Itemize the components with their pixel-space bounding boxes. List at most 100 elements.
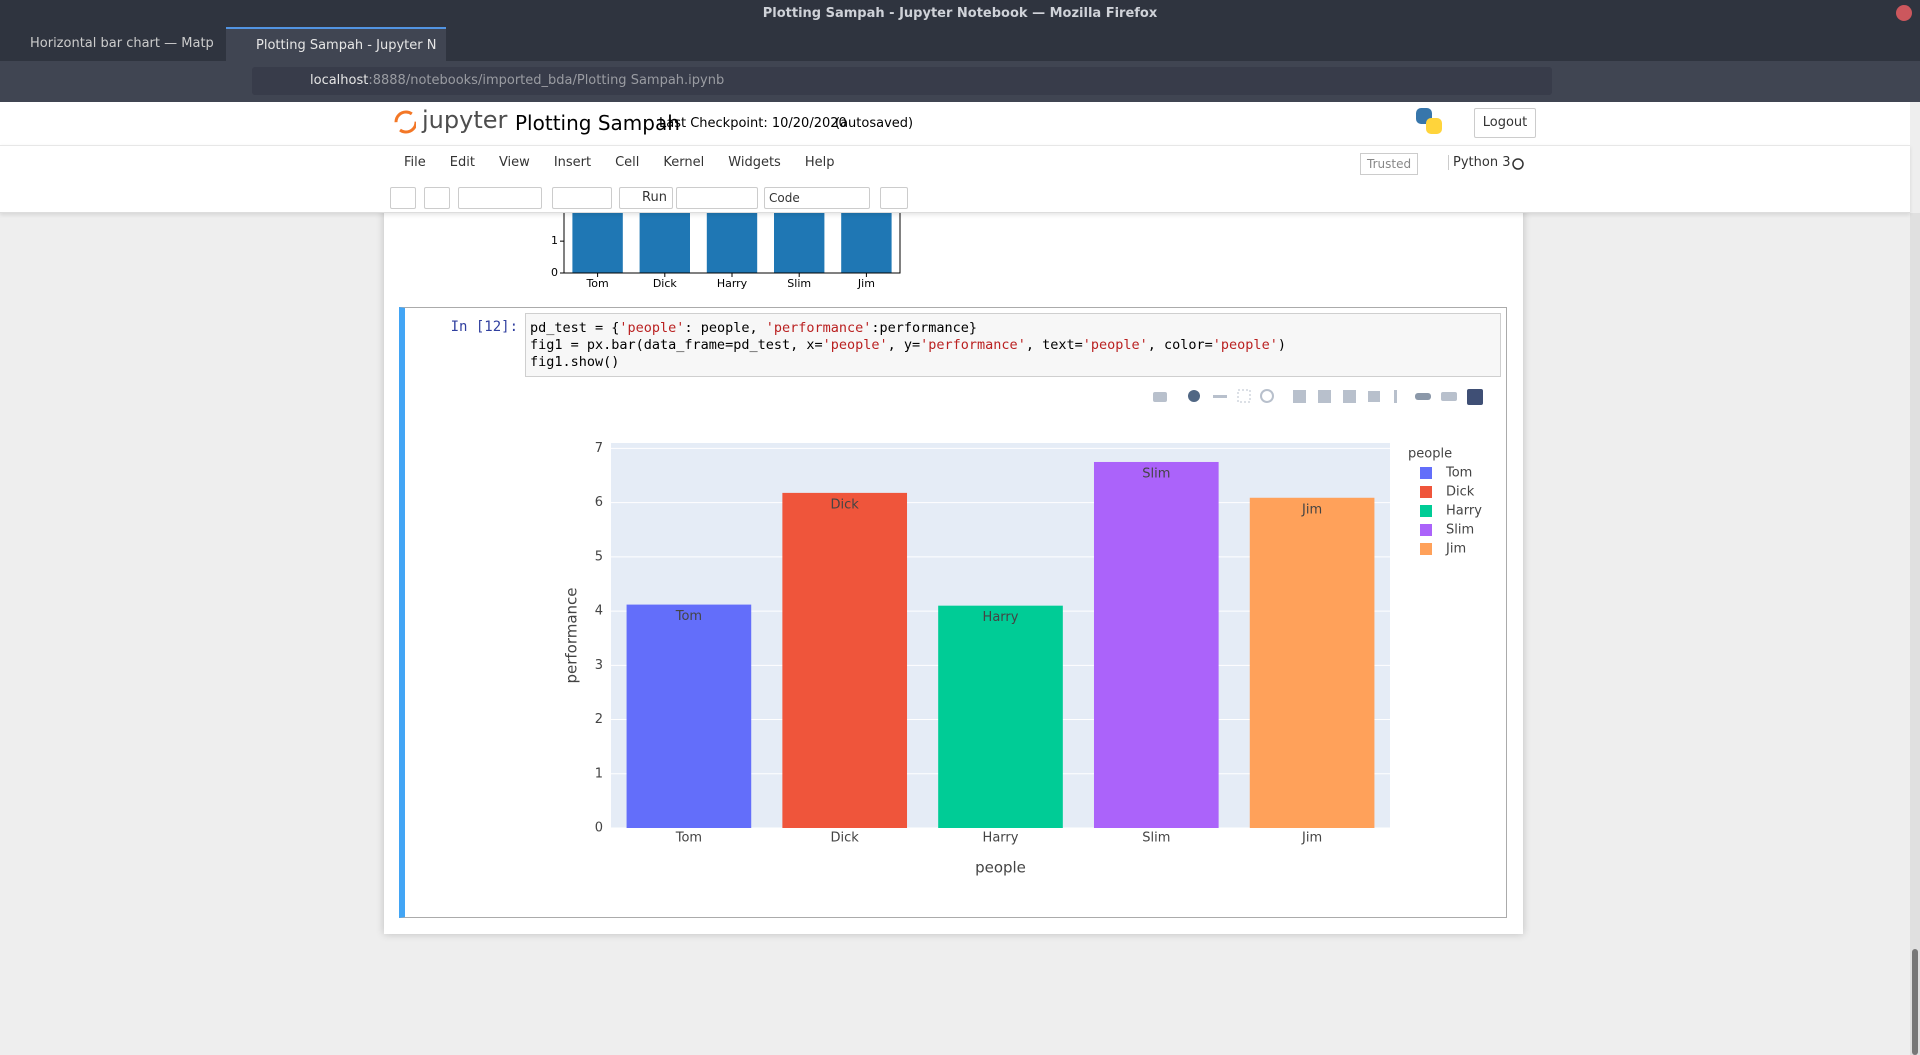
bar	[626, 604, 752, 828]
data-label: Slim	[1142, 466, 1170, 481]
window-title: Plotting Sampah - Jupyter Notebook — Moz…	[762, 6, 1158, 21]
modebar	[1153, 389, 1483, 405]
x-tick-label: Jim	[1301, 831, 1322, 846]
jupyter-header	[0, 102, 1910, 145]
hover-closest-icon[interactable]	[1415, 393, 1431, 400]
menu-item[interactable]: Kernel	[663, 155, 705, 170]
y-tick-label: 0	[551, 266, 558, 279]
data-label: Jim	[1301, 502, 1322, 517]
trusted[interactable]: Trusted	[1360, 153, 1419, 175]
run-button[interactable]: Run	[619, 187, 673, 209]
x-tick-label: Dick	[831, 831, 860, 846]
menu-item[interactable]: Widgets	[728, 155, 781, 170]
reset-icon[interactable]	[1368, 391, 1380, 402]
autosaved: (autosaved)	[835, 116, 914, 131]
modebar-icons	[1153, 389, 1483, 405]
keyboard-button[interactable]	[880, 187, 908, 209]
zoom-icon[interactable]	[1188, 390, 1200, 402]
code-token: 'performance'	[920, 337, 1026, 353]
legend-swatch	[1420, 467, 1432, 479]
x-tick-label: Jim	[857, 277, 875, 290]
plotly-chart: 0 1 2 3 4 5 6 7 Tom Tom Dick Dick Harry Harry Slim Slim…	[563, 441, 1483, 877]
legend-swatch	[1420, 543, 1432, 555]
menu-item[interactable]: Cell	[615, 155, 640, 170]
zoom-in-icon[interactable]	[1293, 390, 1306, 403]
kernel-indicator	[1512, 158, 1524, 170]
menu-item[interactable]: File	[404, 155, 426, 170]
y-tick-label: 2	[595, 712, 603, 727]
bar	[782, 492, 908, 828]
legend-swatch	[1420, 505, 1432, 517]
x-tick-label: Slim	[1142, 831, 1170, 846]
code-input[interactable]	[525, 313, 1501, 377]
kernel-idle	[1512, 158, 1524, 170]
code: pd_test = {'people': people, 'performanc…	[530, 320, 1286, 371]
tab-active[interactable]: Plotting Sampah - Jupyter N	[226, 27, 446, 61]
pan-icon[interactable]	[1213, 395, 1227, 398]
url-path: :8888/notebooks/imported_bda/Plotting Sa…	[368, 73, 725, 88]
url-field[interactable]	[252, 67, 1552, 95]
menu-item[interactable]: View	[498, 155, 530, 170]
logout-button[interactable]: Logout	[1474, 108, 1536, 138]
code-token: fig1.show()	[530, 354, 620, 370]
code-cell[interactable]	[399, 307, 1507, 918]
zoom-out-icon[interactable]	[1318, 390, 1331, 403]
toolbar-area	[0, 145, 1910, 213]
hover-compare-icon[interactable]	[1441, 392, 1457, 401]
jupyter-logo[interactable]: jupyter	[422, 106, 508, 134]
kernel-buttons[interactable]	[676, 187, 758, 209]
insert-button[interactable]	[424, 187, 450, 209]
nav-bar: localhost:8888/notebooks/imported_bda/Pl…	[0, 61, 1920, 102]
code-token: pd_test = {	[530, 320, 620, 336]
notebook-name[interactable]: Plotting Sampah	[515, 111, 680, 135]
y-tick-label: 0	[595, 821, 603, 836]
x-tick-label: Harry	[983, 831, 1019, 846]
legend-label: Slim	[1446, 523, 1474, 538]
code-token: , y=	[887, 337, 921, 353]
x-tick-label: Slim	[787, 277, 811, 290]
move-buttons[interactable]	[552, 187, 612, 209]
tab-bar: Horizontal bar chart — Matp Plotting Sam…	[0, 27, 1920, 61]
edit-buttons[interactable]	[458, 187, 542, 209]
scrollbar-thumb[interactable]	[1912, 949, 1918, 1055]
legend-swatch	[1420, 486, 1432, 498]
tab[interactable]: Horizontal bar chart — Matp	[30, 36, 214, 51]
code-token: , color=	[1147, 337, 1213, 353]
code-token: 'people'	[1082, 337, 1148, 353]
spike-icon[interactable]	[1394, 390, 1397, 403]
lasso-icon[interactable]	[1260, 389, 1274, 403]
close-window[interactable]	[1896, 5, 1912, 21]
logo-yellow	[1426, 118, 1442, 134]
autoscale-icon[interactable]	[1343, 390, 1356, 403]
y-tick-label: 1	[551, 234, 558, 247]
y-tick-label: 5	[595, 549, 603, 564]
camera-icon[interactable]	[1153, 392, 1167, 402]
scrollbar[interactable]	[1910, 213, 1920, 1055]
x-axis-title: people	[975, 859, 1026, 877]
code-token: )	[1277, 337, 1286, 353]
menu-item[interactable]: Help	[804, 155, 835, 170]
select-icon[interactable]	[1237, 389, 1251, 403]
code-line: fig1 = px.bar(data_frame=pd_test, x='peo…	[530, 337, 1286, 354]
bar	[1093, 461, 1219, 828]
save-button[interactable]	[390, 187, 416, 209]
plotly-logo[interactable]	[1467, 389, 1483, 405]
url-host: localhost	[310, 73, 369, 88]
menu-item[interactable]: Insert	[553, 155, 592, 170]
logo-mark	[394, 110, 416, 134]
code-token: fig1 = px.bar(data_frame=pd_test, x=	[530, 337, 823, 353]
code-token: 'people'	[822, 337, 888, 353]
bar	[1249, 497, 1375, 828]
menu-item[interactable]: Edit	[449, 155, 475, 170]
code-token: :performance}	[871, 320, 978, 336]
code-token: , text=	[1025, 337, 1083, 353]
data-label: Dick	[831, 497, 860, 512]
code-line: pd_test = {'people': people, 'performanc…	[530, 320, 1286, 337]
y-tick-label: 7	[595, 441, 603, 456]
cell-type-select[interactable]: Code	[764, 187, 870, 209]
x-tick-label: Harry	[717, 277, 748, 290]
y-tick-label: 6	[595, 495, 603, 510]
x-tick-label: Dick	[653, 277, 678, 290]
